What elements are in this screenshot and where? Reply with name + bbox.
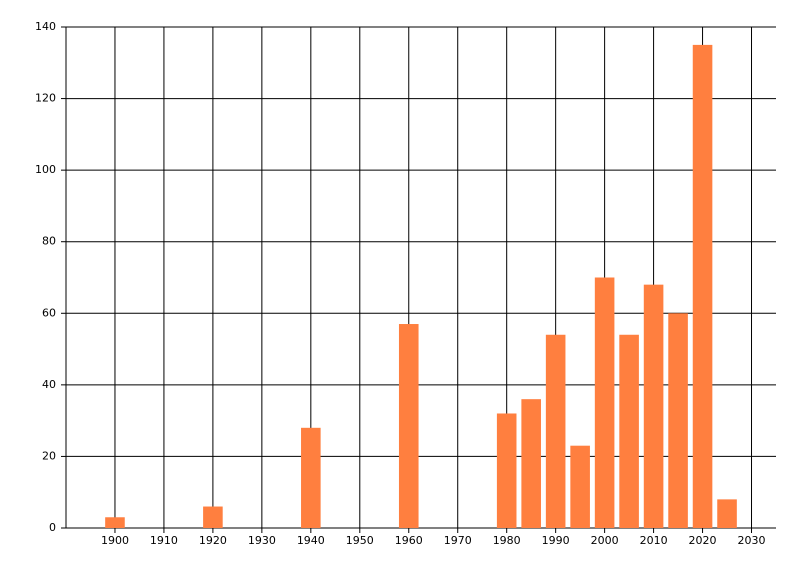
y-tick-label: 80 bbox=[42, 235, 56, 248]
bar bbox=[521, 399, 541, 528]
y-tick-label: 0 bbox=[49, 521, 56, 534]
x-tick-label: 1960 bbox=[395, 534, 423, 547]
x-tick-label: 1900 bbox=[101, 534, 129, 547]
y-tick-label: 60 bbox=[42, 306, 56, 319]
x-tick-label: 1930 bbox=[248, 534, 276, 547]
x-tick-label: 1990 bbox=[542, 534, 570, 547]
bar bbox=[203, 506, 223, 528]
x-tick-label: 2010 bbox=[640, 534, 668, 547]
x-tick-label: 2030 bbox=[738, 534, 766, 547]
x-tick-label: 1910 bbox=[150, 534, 178, 547]
bar bbox=[668, 313, 688, 528]
y-tick-label: 120 bbox=[35, 92, 56, 105]
x-tick-label: 2000 bbox=[591, 534, 619, 547]
bar bbox=[398, 324, 419, 528]
bar bbox=[301, 427, 321, 528]
bar bbox=[105, 517, 125, 528]
x-tick-label: 1970 bbox=[444, 534, 472, 547]
bar bbox=[545, 334, 566, 528]
y-tick-label: 40 bbox=[42, 378, 56, 391]
y-tick-label: 140 bbox=[35, 20, 56, 33]
bar bbox=[594, 277, 615, 528]
x-tick-label: 1920 bbox=[199, 534, 227, 547]
y-tick-label: 100 bbox=[35, 163, 56, 176]
bar bbox=[717, 499, 737, 528]
bar bbox=[619, 334, 639, 528]
x-tick-label: 1940 bbox=[297, 534, 325, 547]
x-tick-label: 1950 bbox=[346, 534, 374, 547]
bar bbox=[570, 445, 590, 528]
x-tick-label: 1980 bbox=[493, 534, 521, 547]
bar bbox=[496, 413, 517, 528]
bar bbox=[692, 44, 713, 529]
x-tick-label: 2020 bbox=[689, 534, 717, 547]
y-tick-label: 20 bbox=[42, 449, 56, 462]
bar bbox=[643, 284, 664, 528]
